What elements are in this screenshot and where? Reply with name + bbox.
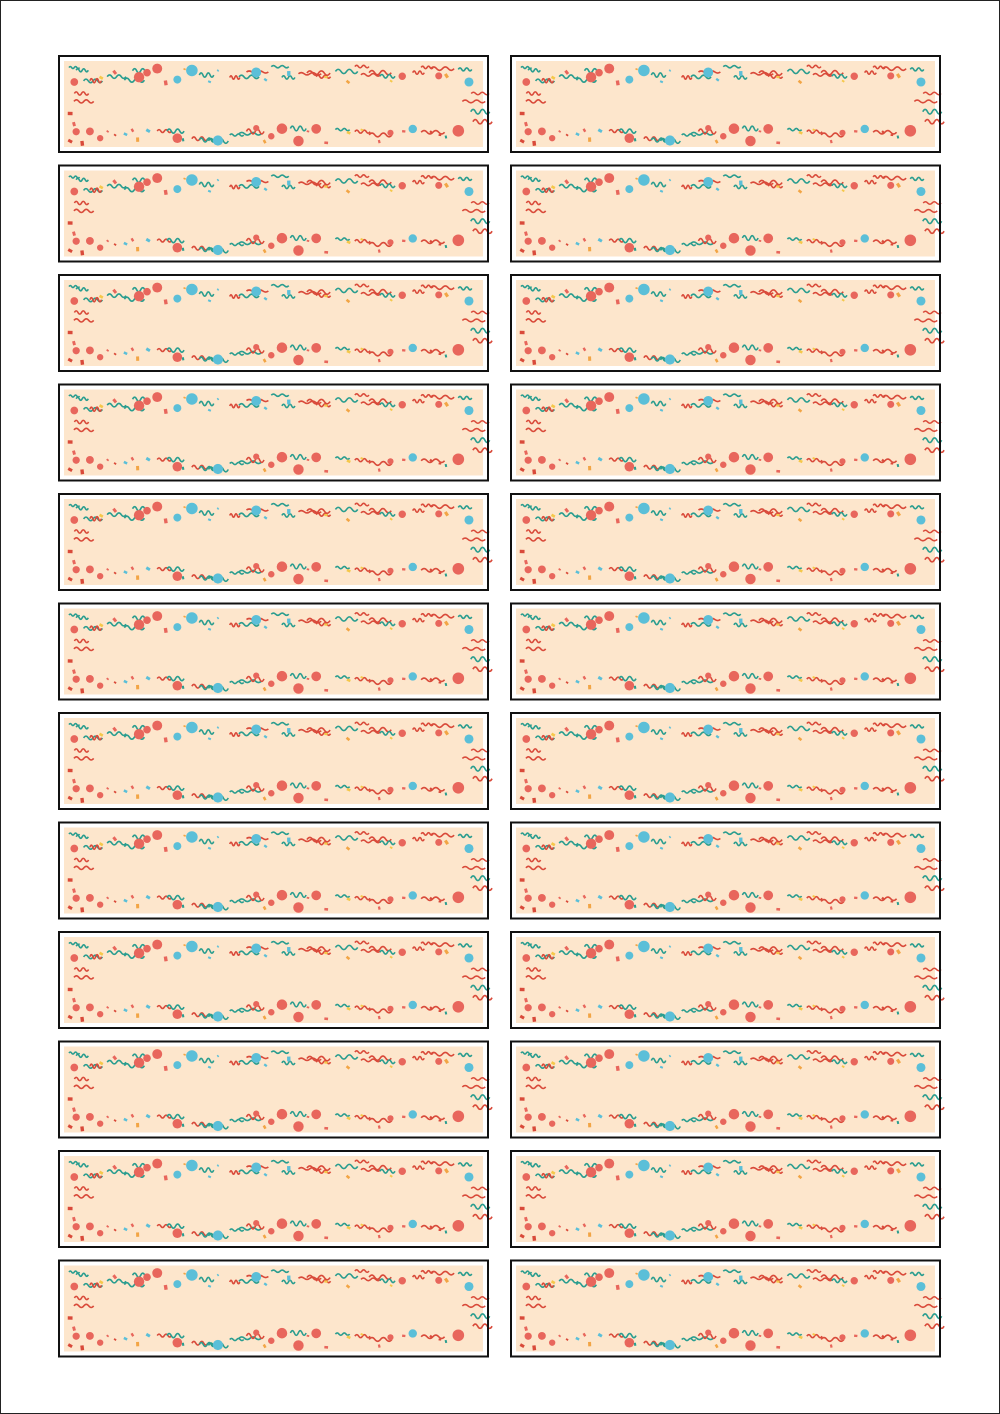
label-border [510,383,941,482]
label-decoration [63,1155,493,1243]
label [510,1040,945,1139]
label-decoration [63,1264,493,1353]
label-decoration [63,936,493,1024]
label [58,1150,493,1248]
label-border [510,1259,941,1358]
label-border [58,55,489,153]
label-border [58,493,489,591]
label [510,493,945,591]
label [58,274,493,372]
label [58,712,493,810]
label-decoration [63,169,493,258]
label-border [58,712,489,810]
label-decoration [515,388,945,477]
label-decoration [515,1264,945,1353]
label-decoration [63,498,493,586]
label-border [510,274,941,372]
label-border [58,383,489,482]
label-decoration [515,169,945,258]
label-border [58,821,489,920]
label [510,164,945,263]
label-border [510,602,941,701]
label-border [58,274,489,372]
label-border [58,1150,489,1248]
label [58,821,493,920]
label-decoration [63,607,493,696]
label-border [510,712,941,810]
label [510,931,945,1029]
label [58,383,493,482]
label-decoration [515,1155,945,1243]
label-border [58,1040,489,1139]
label-border [510,821,941,920]
label-decoration [515,60,945,148]
label-border [510,493,941,591]
label [510,712,945,810]
label [510,55,945,153]
label [58,493,493,591]
label-decoration [63,717,493,805]
label-decoration [515,717,945,805]
label [510,602,945,701]
label-border [58,602,489,701]
label [510,383,945,482]
label [58,602,493,701]
label-border [510,1040,941,1139]
label-decoration [515,936,945,1024]
label [58,55,493,153]
label-border [58,1259,489,1358]
label [58,1259,493,1358]
label-border [58,164,489,263]
label-decoration [63,60,493,148]
label-decoration [515,826,945,915]
label-decoration [515,607,945,696]
label-decoration [63,388,493,477]
label [510,1259,945,1358]
label-border [58,931,489,1029]
label [510,821,945,920]
label-decoration [515,498,945,586]
label-decoration [515,1045,945,1134]
label [58,1040,493,1139]
labels [58,55,945,1358]
label-border [510,55,941,153]
label [510,1150,945,1248]
label-border [510,931,941,1029]
label-border [510,164,941,263]
label [58,164,493,263]
label [58,931,493,1029]
label [510,274,945,372]
label-decoration [63,279,493,367]
label-decoration [63,1045,493,1134]
label-decoration [515,279,945,367]
label-decoration [63,826,493,915]
label-border [510,1150,941,1248]
